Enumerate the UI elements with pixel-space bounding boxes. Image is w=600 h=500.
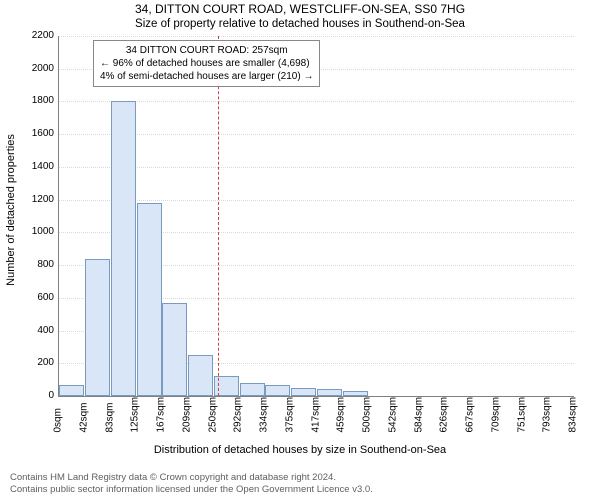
footer-line2: Contains public sector information licen… <box>10 484 590 496</box>
histogram-bar <box>162 303 187 396</box>
gridline <box>59 167 574 168</box>
annot-line2: ← 96% of detached houses are smaller (4,… <box>100 57 313 70</box>
histogram-bar <box>85 259 110 396</box>
page-title-address: 34, DITTON COURT ROAD, WESTCLIFF-ON-SEA,… <box>0 2 600 16</box>
marker-line <box>218 36 219 396</box>
x-tick-label: 709sqm <box>490 419 501 433</box>
x-tick-label: 334sqm <box>259 419 270 433</box>
x-tick-label: 167sqm <box>156 419 167 433</box>
histogram-bar <box>137 203 162 396</box>
x-tick-label: 42sqm <box>78 419 89 433</box>
x-tick-label: 292sqm <box>233 419 244 433</box>
histogram-bar <box>111 101 136 396</box>
annotation-box: 34 DITTON COURT ROAD: 257sqm ← 96% of de… <box>93 40 320 87</box>
footer: Contains HM Land Registry data © Crown c… <box>10 472 590 496</box>
y-tick-label: 2000 <box>0 63 54 74</box>
y-tick-label: 400 <box>0 325 54 336</box>
y-tick-label: 1200 <box>0 194 54 205</box>
annot-line1: 34 DITTON COURT ROAD: 257sqm <box>100 44 313 57</box>
histogram-bar <box>343 391 368 396</box>
x-tick-label: 125sqm <box>130 419 141 433</box>
x-tick-label: 793sqm <box>542 419 553 433</box>
x-tick-label: 626sqm <box>439 419 450 433</box>
y-tick-label: 800 <box>0 259 54 270</box>
x-tick-label: 751sqm <box>516 419 527 433</box>
y-tick-label: 1800 <box>0 95 54 106</box>
histogram-bar <box>317 389 342 396</box>
histogram-bar <box>59 385 84 396</box>
histogram-bar <box>291 388 316 396</box>
histogram-plot: 34 DITTON COURT ROAD: 257sqm ← 96% of de… <box>58 36 574 397</box>
y-tick-label: 2200 <box>0 30 54 41</box>
histogram-bar <box>188 355 213 396</box>
x-tick-label: 417sqm <box>310 419 321 433</box>
x-axis-caption: Distribution of detached houses by size … <box>0 444 600 456</box>
x-tick-label: 375sqm <box>284 419 295 433</box>
y-tick-label: 200 <box>0 357 54 368</box>
x-tick-label: 250sqm <box>207 419 218 433</box>
histogram-bar <box>265 385 290 396</box>
x-tick-label: 667sqm <box>465 419 476 433</box>
histogram-bar <box>240 383 265 396</box>
gridline <box>59 36 574 37</box>
x-tick-label: 500sqm <box>362 419 373 433</box>
x-tick-label: 542sqm <box>387 419 398 433</box>
footer-line1: Contains HM Land Registry data © Crown c… <box>10 472 590 484</box>
y-tick-label: 0 <box>0 390 54 401</box>
y-tick-label: 1000 <box>0 226 54 237</box>
x-tick-label: 209sqm <box>181 419 192 433</box>
gridline <box>59 200 574 201</box>
y-tick-label: 600 <box>0 292 54 303</box>
y-tick-label: 1400 <box>0 161 54 172</box>
annot-line3: 4% of semi-detached houses are larger (2… <box>100 70 313 83</box>
x-tick-label: 584sqm <box>413 419 424 433</box>
page-subtitle: Size of property relative to detached ho… <box>0 18 600 30</box>
gridline <box>59 101 574 102</box>
gridline <box>59 134 574 135</box>
x-tick-label: 83sqm <box>104 419 115 433</box>
x-tick-label: 834sqm <box>568 419 579 433</box>
x-tick-label: 459sqm <box>336 419 347 433</box>
x-tick-label: 0sqm <box>53 419 64 433</box>
y-tick-label: 1600 <box>0 128 54 139</box>
